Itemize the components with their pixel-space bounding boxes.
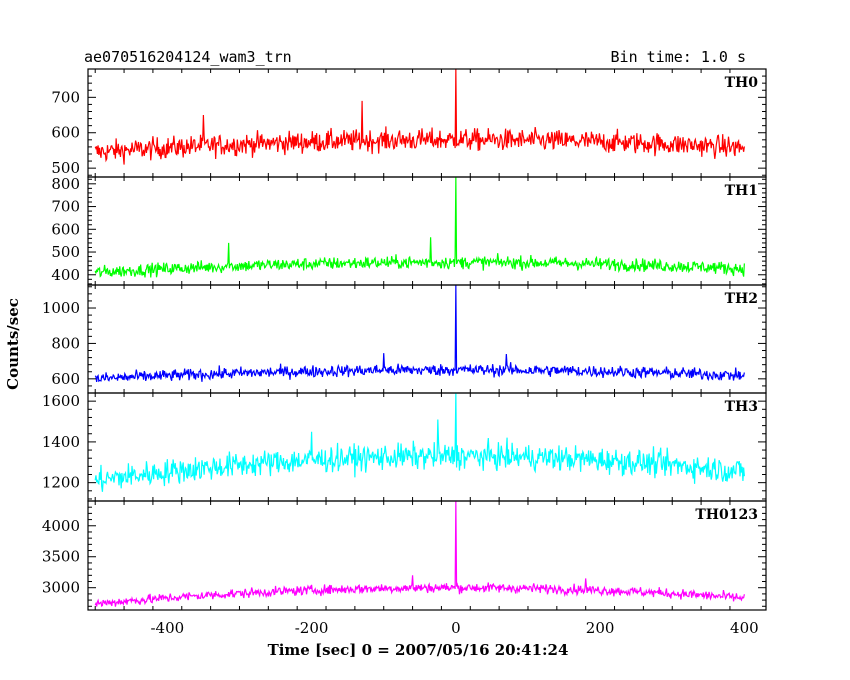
y-tick-label: 1400 xyxy=(42,433,80,451)
bin-time-label: Bin time: 1.0 s xyxy=(611,48,746,66)
y-tick-label: 800 xyxy=(51,334,80,352)
y-tick-label: 3000 xyxy=(42,579,80,597)
panel-frame xyxy=(87,68,767,178)
series-line-th1 xyxy=(94,177,745,278)
y-tick-label: 500 xyxy=(51,243,80,261)
x-axis: -400 -200 0 200 400 xyxy=(150,619,758,637)
y-tick-label: 600 xyxy=(51,370,80,388)
series-line-th2 xyxy=(94,285,745,383)
panel-th2: 600 800 1000 TH2 xyxy=(42,284,767,394)
panel-label: TH3 xyxy=(725,399,758,415)
y-tick-label: 700 xyxy=(51,198,80,216)
x-tick-label: 200 xyxy=(586,619,615,637)
panel-th0123: 3000 3500 4000 TH0123 xyxy=(42,500,767,611)
y-tick-label: 3500 xyxy=(42,548,80,566)
panel-label: TH0 xyxy=(725,75,759,91)
panel-label: TH1 xyxy=(725,183,758,199)
y-tick-label: 1600 xyxy=(42,392,80,410)
y-tick-label: 500 xyxy=(51,159,80,177)
y-tick-label: 1200 xyxy=(42,474,80,492)
y-tick-label: 700 xyxy=(51,88,80,106)
y-tick-label: 4000 xyxy=(42,517,80,535)
series-line-th3 xyxy=(94,393,745,492)
panel-th3: 1200 1400 1600 TH3 xyxy=(42,392,767,502)
panel-frame xyxy=(87,500,767,611)
panel-frame xyxy=(87,392,767,502)
series-line-th0123 xyxy=(94,501,745,608)
x-tick-label: 0 xyxy=(451,619,461,637)
y-tick-label: 600 xyxy=(51,220,80,238)
x-axis-title: Time [sec] 0 = 2007/05/16 20:41:24 xyxy=(268,641,569,659)
panel-th0: 500 600 700 TH0 xyxy=(51,68,767,178)
panel-th1: 400 500 600 700 800 TH1 xyxy=(51,175,767,286)
panel-label: TH0123 xyxy=(695,507,758,523)
chart-panels: 500 600 700 TH0 400 500 600 700 800 TH1 600 800 1000… xyxy=(42,68,767,611)
x-tick-label: -200 xyxy=(295,619,329,637)
y-tick-label: 1000 xyxy=(42,299,80,317)
series-line-th0 xyxy=(94,69,745,165)
chart-title: ae070516204124_wam3_trn xyxy=(84,48,292,66)
panel-label: TH2 xyxy=(725,291,758,307)
x-tick-label: 400 xyxy=(730,619,759,637)
x-tick-label: -400 xyxy=(150,619,184,637)
y-tick-label: 400 xyxy=(51,266,80,284)
y-tick-label: 600 xyxy=(51,124,80,142)
y-tick-label: 800 xyxy=(51,175,80,193)
y-axis-title: Counts/sec xyxy=(4,298,22,390)
